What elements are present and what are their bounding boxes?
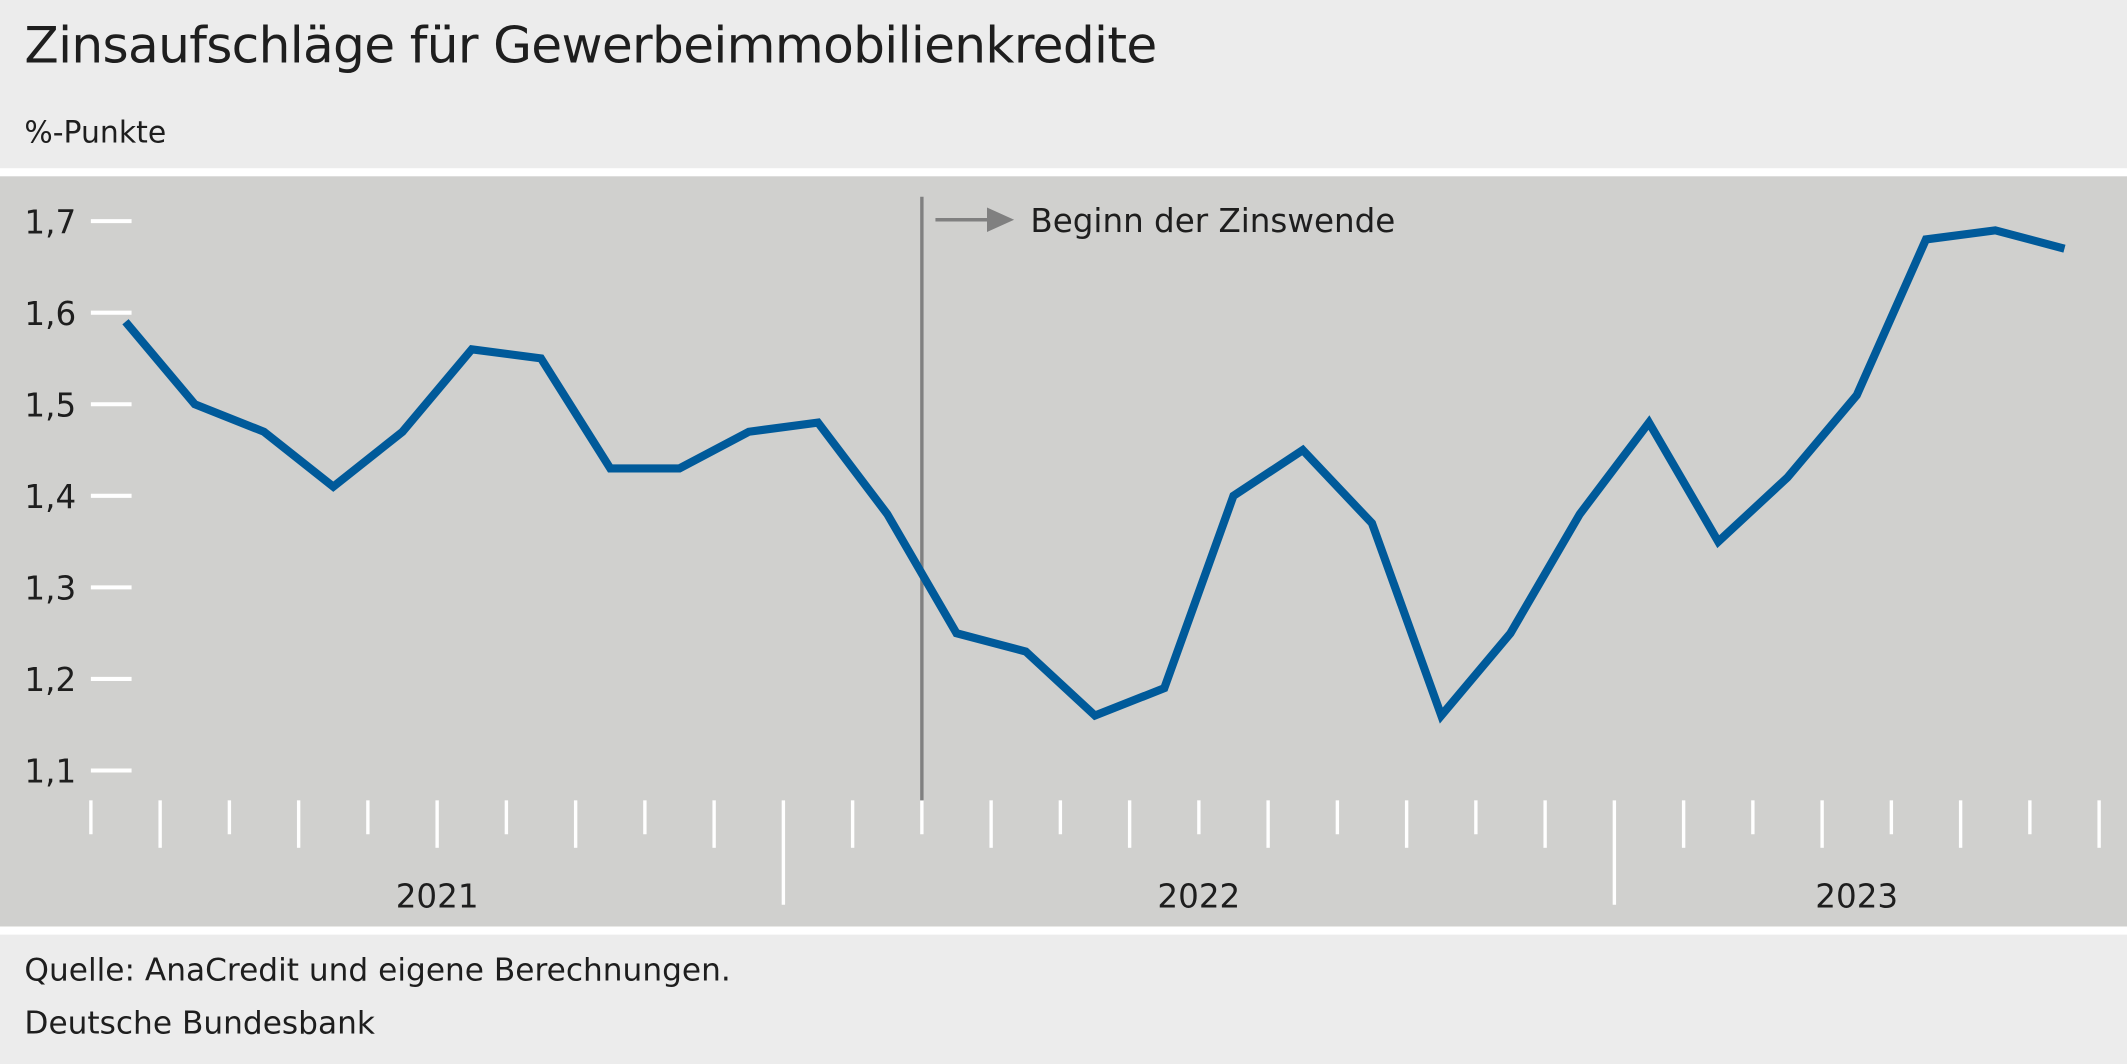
x-year-label: 2022: [1157, 877, 1240, 915]
series-line: [125, 230, 2064, 715]
y-tick-label: 1,3: [24, 570, 76, 608]
y-tick-label: 1,1: [24, 753, 76, 791]
y-tick-label: 1,4: [24, 478, 76, 516]
publisher-note: Deutsche Bundesbank: [24, 1007, 375, 1042]
arrow-right-icon: [987, 208, 1014, 232]
y-tick-label: 1,7: [24, 203, 76, 241]
y-tick-label: 1,5: [24, 386, 76, 424]
annotation-label: Beginn der Zinswende: [1030, 202, 1395, 240]
source-note: Quelle: AnaCredit und eigene Berechnunge…: [24, 954, 730, 989]
x-year-label: 2021: [396, 877, 479, 915]
y-tick-label: 1,6: [24, 295, 76, 333]
x-year-label: 2023: [1815, 877, 1898, 915]
y-tick-label: 1,2: [24, 661, 76, 699]
